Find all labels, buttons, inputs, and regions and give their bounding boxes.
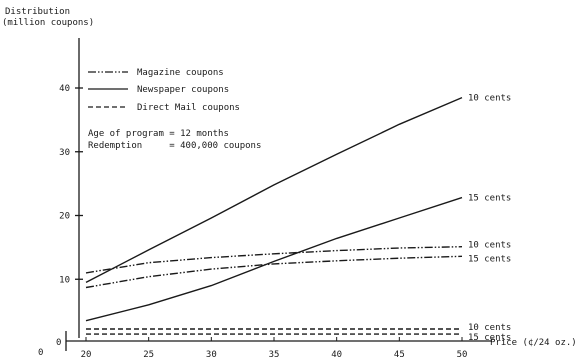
x-tick-label: 25 [143, 350, 154, 360]
legend-note-redemption: Redemption = 400,000 coupons [88, 141, 261, 151]
x-tick-label: 35 [269, 350, 280, 360]
series-line-newspaper-1 [85, 196, 463, 322]
x-tick-label: 40 [331, 350, 342, 360]
legend-note-age: Age of program = 12 months [88, 129, 229, 139]
y-axis-title-line-2: (million coupons) [2, 18, 94, 28]
series-end-label: 15 cents [468, 333, 511, 343]
y-tick-label: 20 [59, 212, 70, 222]
x-tick-label: 20 [81, 350, 92, 360]
y-tick-label: 30 [59, 148, 70, 158]
y-tick-label: 10 [59, 275, 70, 285]
series-line-magazine-2 [85, 246, 463, 274]
series-end-label: 10 cents [468, 241, 511, 251]
x-tick-label: 30 [206, 350, 217, 360]
series-line-newspaper-0 [85, 96, 463, 284]
y-axis-title-line-1: Distribution [5, 7, 70, 17]
legend-direct-mail-label: Direct Mail coupons [137, 103, 240, 113]
axis-ticks: 20 25 30 35 40 45 50 10 20 30 40 [59, 84, 467, 360]
y-origin-label: 0 [56, 338, 61, 348]
x-tick-label: 50 [457, 350, 468, 360]
legend: Magazine coupons Newspaper coupons Direc… [88, 68, 261, 151]
x-axis-title: Price (¢/24 oz.) [490, 338, 577, 348]
series-line-magazine-3 [85, 255, 463, 289]
x-origin-label: 0 [38, 348, 43, 358]
legend-newspaper-label: Newspaper coupons [137, 85, 229, 95]
y-tick-label: 40 [59, 84, 70, 94]
series-end-label: 15 cents [468, 194, 511, 204]
series-end-label: 15 cents [468, 254, 511, 264]
series-end-label: 10 cents [468, 94, 511, 104]
series-end-label: 10 cents [468, 323, 511, 333]
legend-magazine-label: Magazine coupons [137, 68, 224, 78]
x-tick-label: 45 [394, 350, 405, 360]
